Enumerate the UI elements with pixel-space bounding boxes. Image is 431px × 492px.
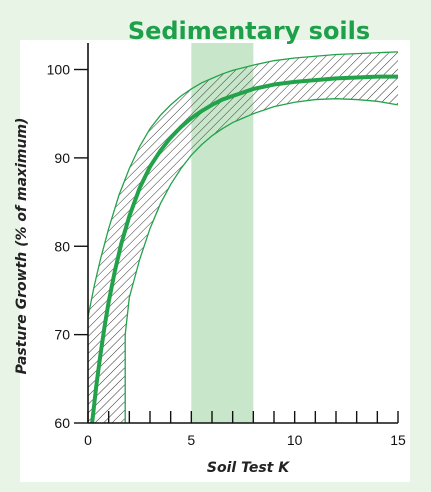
x-tick-label: 5 xyxy=(187,432,195,448)
y-axis-ticks: 60 70 80 90 100 xyxy=(47,62,88,431)
confidence-lower-line xyxy=(124,98,398,423)
y-tick-label: 90 xyxy=(54,150,70,166)
y-tick-label: 60 xyxy=(54,415,70,431)
x-axis-ticks: 0 5 10 15 xyxy=(84,411,406,448)
x-axis-title: Soil Test K xyxy=(207,460,290,476)
plot-layer xyxy=(88,43,398,423)
x-tick-label: 10 xyxy=(287,432,303,448)
y-tick-label: 100 xyxy=(47,62,71,78)
y-tick-label: 70 xyxy=(54,327,70,343)
y-axis-title: Pasture Growth (% of maximum) xyxy=(14,118,30,375)
y-tick-label: 80 xyxy=(54,238,70,254)
chart-title: Sedimentary soils xyxy=(128,17,370,45)
confidence-upper-line xyxy=(88,51,398,318)
response-curve-line xyxy=(90,74,398,423)
x-tick-label: 15 xyxy=(390,432,406,448)
x-tick-label: 0 xyxy=(84,432,92,448)
